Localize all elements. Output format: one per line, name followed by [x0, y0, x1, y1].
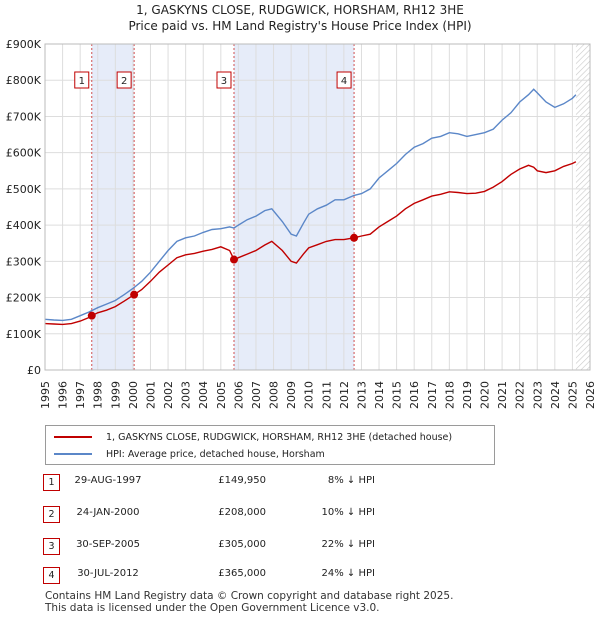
y-tick-label: £500K — [6, 183, 42, 196]
x-tick-label: 2002 — [162, 381, 175, 409]
y-tick-label: £200K — [6, 292, 42, 305]
sale-row: 2 24-JAN-2000 £208,000 10% ↓ HPI — [0, 506, 600, 526]
footer-line-2: This data is licensed under the Open Gov… — [45, 602, 380, 614]
chart-title-line1: 1, GASKYNS CLOSE, RUDGWICK, HORSHAM, RH1… — [136, 3, 464, 17]
legend-swatch-price-paid — [54, 436, 92, 438]
sale-number-badge: 3 — [43, 538, 60, 555]
x-tick-label: 2026 — [584, 381, 597, 409]
plot-border — [44, 43, 591, 371]
sale-marker-box — [336, 71, 352, 89]
x-tick-label: 1997 — [74, 381, 87, 409]
sale-row: 1 29-AUG-1997 £149,950 8% ↓ HPI — [0, 474, 600, 494]
y-tick-label: £100K — [6, 328, 42, 341]
sale-row: 4 30-JUL-2012 £365,000 24% ↓ HPI — [0, 567, 600, 587]
sale-date: 29-AUG-1997 — [74, 475, 142, 486]
x-tick-label: 1999 — [109, 381, 122, 409]
sale-marker-label: 3 — [221, 76, 227, 87]
sale-marker-label: 2 — [121, 76, 127, 87]
x-tick-label: 2015 — [391, 381, 404, 409]
legend-item-price-paid: 1, GASKYNS CLOSE, RUDGWICK, HORSHAM, RH1… — [54, 429, 452, 445]
future-hatch-area — [575, 44, 590, 370]
x-tick-label: 2014 — [373, 381, 386, 409]
sale-hpi-diff: 24% ↓ HPI — [321, 568, 375, 579]
x-tick-label: 2012 — [338, 381, 351, 409]
y-tick-label: £800K — [6, 74, 42, 87]
sale-hpi-diff: 10% ↓ HPI — [321, 507, 375, 518]
x-tick-label: 2020 — [479, 381, 492, 409]
x-tick-label: 2007 — [250, 381, 263, 409]
sale-marker-box — [74, 71, 90, 89]
x-tick-label: 1998 — [92, 381, 105, 409]
price-chart: £0 £100K £200K £300K £400K £500K £600K £700K £80… — [6, 38, 597, 409]
legend-swatch-hpi — [54, 453, 92, 455]
x-tick-label: 2025 — [566, 381, 579, 409]
x-tick-label: 2005 — [215, 381, 228, 409]
sale-date: 30-JUL-2012 — [77, 568, 139, 579]
x-tick-label: 2003 — [180, 381, 193, 409]
sale-number-badge: 2 — [43, 506, 60, 523]
y-tick-label: £600K — [6, 147, 42, 160]
x-tick-label: 2022 — [514, 381, 527, 409]
sale-number-badge: 4 — [43, 567, 60, 584]
x-tick-label: 2016 — [408, 381, 421, 409]
x-tick-label: 2001 — [144, 381, 157, 409]
sale-marker-label: 4 — [341, 76, 347, 87]
legend-label-price-paid: 1, GASKYNS CLOSE, RUDGWICK, HORSHAM, RH1… — [106, 431, 453, 443]
sale-row: 3 30-SEP-2005 £305,000 22% ↓ HPI — [0, 538, 600, 558]
x-tick-label: 2024 — [549, 381, 562, 409]
y-tick-label: £700K — [6, 110, 42, 123]
sale-point — [87, 311, 96, 320]
sale-point — [229, 255, 238, 264]
sale-price: £305,000 — [218, 539, 266, 550]
sale-marker-box — [216, 71, 232, 89]
sale-marker-box — [116, 71, 132, 89]
x-tick-label: 1996 — [57, 381, 70, 409]
y-tick-label: £400K — [6, 219, 42, 232]
x-tick-label: 2008 — [268, 381, 281, 409]
y-tick-label: £300K — [6, 255, 42, 268]
footer-line-1: Contains HM Land Registry data © Crown c… — [45, 590, 454, 602]
x-tick-label: 2006 — [232, 381, 245, 409]
ownership-period-band — [233, 44, 355, 370]
x-tick-label: 2019 — [461, 381, 474, 409]
sale-marker-label: 1 — [79, 76, 85, 87]
legend-label-hpi: HPI: Average price, detached house, Hors… — [106, 448, 325, 460]
y-tick-label: £900K — [6, 38, 42, 51]
sale-point — [130, 290, 139, 299]
x-tick-label: 2004 — [197, 381, 210, 409]
ownership-period-band — [91, 44, 135, 370]
chart-legend: 1, GASKYNS CLOSE, RUDGWICK, HORSHAM, RH1… — [45, 425, 495, 465]
sale-number-badge: 1 — [43, 474, 60, 491]
sale-date: 24-JAN-2000 — [76, 507, 140, 518]
sale-hpi-diff: 8% ↓ HPI — [327, 475, 375, 486]
x-tick-label: 2018 — [443, 381, 456, 409]
chart-title-line2: Price paid vs. HM Land Registry's House … — [128, 19, 472, 33]
sale-hpi-diff: 22% ↓ HPI — [321, 539, 375, 550]
x-tick-label: 2000 — [127, 381, 140, 409]
sale-date: 30-SEP-2005 — [76, 539, 140, 550]
x-tick-label: 2011 — [320, 381, 333, 409]
sale-price: £365,000 — [218, 568, 266, 579]
y-tick-label: £0 — [27, 364, 41, 377]
sale-price: £208,000 — [218, 507, 266, 518]
footer-credits: Contains HM Land Registry data © Crown c… — [45, 590, 453, 614]
hpi-series-line — [45, 88, 577, 322]
x-tick-label: 2013 — [355, 381, 368, 409]
x-tick-label: 2010 — [303, 381, 316, 409]
x-tick-label: 1995 — [39, 381, 52, 409]
x-tick-label: 2021 — [496, 381, 509, 409]
x-tick-label: 2009 — [285, 381, 298, 409]
sale-price: £149,950 — [218, 475, 266, 486]
sale-point — [350, 233, 359, 242]
x-tick-label: 2017 — [426, 381, 439, 409]
legend-item-hpi: HPI: Average price, detached house, Hors… — [54, 446, 325, 462]
x-tick-label: 2023 — [531, 381, 544, 409]
